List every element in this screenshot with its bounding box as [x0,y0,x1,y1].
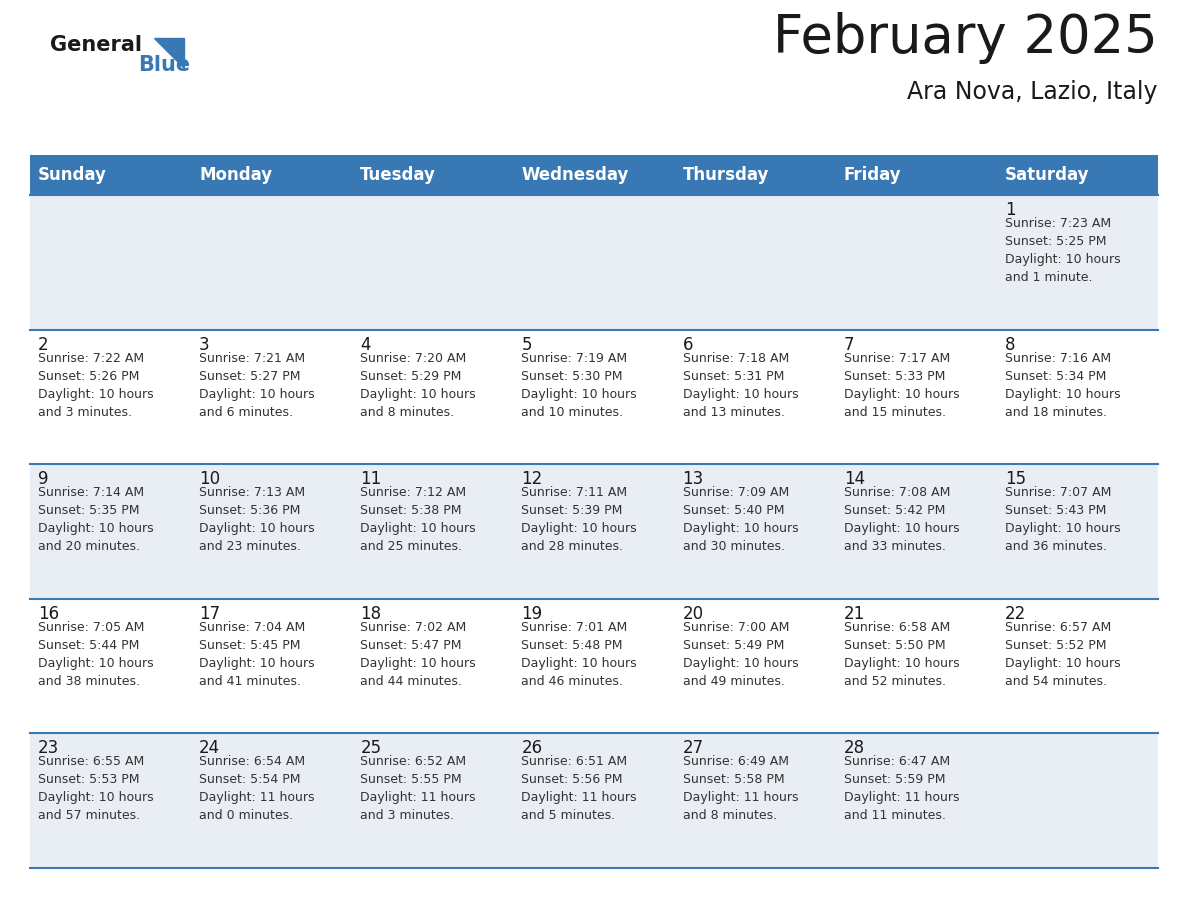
Text: 8: 8 [1005,336,1016,353]
Text: 13: 13 [683,470,703,488]
Text: Sunrise: 7:01 AM
Sunset: 5:48 PM
Daylight: 10 hours
and 46 minutes.: Sunrise: 7:01 AM Sunset: 5:48 PM Dayligh… [522,621,637,688]
Text: Sunrise: 7:18 AM
Sunset: 5:31 PM
Daylight: 10 hours
and 13 minutes.: Sunrise: 7:18 AM Sunset: 5:31 PM Dayligh… [683,352,798,419]
Text: 19: 19 [522,605,543,622]
Text: 18: 18 [360,605,381,622]
Text: Blue: Blue [138,55,190,75]
Text: Sunrise: 7:00 AM
Sunset: 5:49 PM
Daylight: 10 hours
and 49 minutes.: Sunrise: 7:00 AM Sunset: 5:49 PM Dayligh… [683,621,798,688]
Text: 26: 26 [522,739,543,757]
Text: 28: 28 [843,739,865,757]
Text: Sunday: Sunday [38,166,107,184]
Text: General: General [50,35,143,55]
Text: Sunrise: 7:14 AM
Sunset: 5:35 PM
Daylight: 10 hours
and 20 minutes.: Sunrise: 7:14 AM Sunset: 5:35 PM Dayligh… [38,487,153,554]
Text: 23: 23 [38,739,59,757]
Text: Friday: Friday [843,166,902,184]
Bar [30,465,1158,599]
Text: Thursday: Thursday [683,166,769,184]
Text: Sunrise: 7:21 AM
Sunset: 5:27 PM
Daylight: 10 hours
and 6 minutes.: Sunrise: 7:21 AM Sunset: 5:27 PM Dayligh… [200,352,315,419]
Text: Sunrise: 7:04 AM
Sunset: 5:45 PM
Daylight: 10 hours
and 41 minutes.: Sunrise: 7:04 AM Sunset: 5:45 PM Dayligh… [200,621,315,688]
Text: 9: 9 [38,470,49,488]
Text: Sunrise: 7:17 AM
Sunset: 5:33 PM
Daylight: 10 hours
and 15 minutes.: Sunrise: 7:17 AM Sunset: 5:33 PM Dayligh… [843,352,960,419]
Text: 17: 17 [200,605,220,622]
Text: Sunrise: 6:54 AM
Sunset: 5:54 PM
Daylight: 11 hours
and 0 minutes.: Sunrise: 6:54 AM Sunset: 5:54 PM Dayligh… [200,756,315,823]
Text: 21: 21 [843,605,865,622]
Text: 1: 1 [1005,201,1016,219]
Text: 12: 12 [522,470,543,488]
Text: Sunrise: 7:22 AM
Sunset: 5:26 PM
Daylight: 10 hours
and 3 minutes.: Sunrise: 7:22 AM Sunset: 5:26 PM Dayligh… [38,352,153,419]
Text: Sunrise: 7:16 AM
Sunset: 5:34 PM
Daylight: 10 hours
and 18 minutes.: Sunrise: 7:16 AM Sunset: 5:34 PM Dayligh… [1005,352,1120,419]
Text: Sunrise: 6:58 AM
Sunset: 5:50 PM
Daylight: 10 hours
and 52 minutes.: Sunrise: 6:58 AM Sunset: 5:50 PM Dayligh… [843,621,960,688]
Text: Sunrise: 7:08 AM
Sunset: 5:42 PM
Daylight: 10 hours
and 33 minutes.: Sunrise: 7:08 AM Sunset: 5:42 PM Dayligh… [843,487,960,554]
Text: Sunrise: 6:57 AM
Sunset: 5:52 PM
Daylight: 10 hours
and 54 minutes.: Sunrise: 6:57 AM Sunset: 5:52 PM Dayligh… [1005,621,1120,688]
Text: 14: 14 [843,470,865,488]
Bar [30,733,1158,868]
Text: Sunrise: 6:55 AM
Sunset: 5:53 PM
Daylight: 10 hours
and 57 minutes.: Sunrise: 6:55 AM Sunset: 5:53 PM Dayligh… [38,756,153,823]
Text: Sunrise: 7:19 AM
Sunset: 5:30 PM
Daylight: 10 hours
and 10 minutes.: Sunrise: 7:19 AM Sunset: 5:30 PM Dayligh… [522,352,637,419]
Text: Sunrise: 6:49 AM
Sunset: 5:58 PM
Daylight: 11 hours
and 8 minutes.: Sunrise: 6:49 AM Sunset: 5:58 PM Dayligh… [683,756,798,823]
Text: 7: 7 [843,336,854,353]
Text: 27: 27 [683,739,703,757]
Bar [30,599,1158,733]
Text: 25: 25 [360,739,381,757]
Bar [30,155,1158,195]
Text: Sunrise: 6:51 AM
Sunset: 5:56 PM
Daylight: 11 hours
and 5 minutes.: Sunrise: 6:51 AM Sunset: 5:56 PM Dayligh… [522,756,637,823]
Text: Sunrise: 7:12 AM
Sunset: 5:38 PM
Daylight: 10 hours
and 25 minutes.: Sunrise: 7:12 AM Sunset: 5:38 PM Dayligh… [360,487,476,554]
Polygon shape [154,38,184,68]
Text: Sunrise: 7:13 AM
Sunset: 5:36 PM
Daylight: 10 hours
and 23 minutes.: Sunrise: 7:13 AM Sunset: 5:36 PM Dayligh… [200,487,315,554]
Text: Sunrise: 7:09 AM
Sunset: 5:40 PM
Daylight: 10 hours
and 30 minutes.: Sunrise: 7:09 AM Sunset: 5:40 PM Dayligh… [683,487,798,554]
Text: Wednesday: Wednesday [522,166,628,184]
Text: Sunrise: 7:02 AM
Sunset: 5:47 PM
Daylight: 10 hours
and 44 minutes.: Sunrise: 7:02 AM Sunset: 5:47 PM Dayligh… [360,621,476,688]
Text: 24: 24 [200,739,220,757]
Text: Sunrise: 6:52 AM
Sunset: 5:55 PM
Daylight: 11 hours
and 3 minutes.: Sunrise: 6:52 AM Sunset: 5:55 PM Dayligh… [360,756,475,823]
Text: 4: 4 [360,336,371,353]
Text: 6: 6 [683,336,693,353]
Text: 10: 10 [200,470,220,488]
Bar [30,195,1158,330]
Text: 22: 22 [1005,605,1026,622]
Text: Sunrise: 6:47 AM
Sunset: 5:59 PM
Daylight: 11 hours
and 11 minutes.: Sunrise: 6:47 AM Sunset: 5:59 PM Dayligh… [843,756,959,823]
Text: Ara Nova, Lazio, Italy: Ara Nova, Lazio, Italy [908,80,1158,104]
Bar [30,330,1158,465]
Text: 20: 20 [683,605,703,622]
Text: Monday: Monday [200,166,272,184]
Text: Sunrise: 7:11 AM
Sunset: 5:39 PM
Daylight: 10 hours
and 28 minutes.: Sunrise: 7:11 AM Sunset: 5:39 PM Dayligh… [522,487,637,554]
Text: 15: 15 [1005,470,1026,488]
Text: Saturday: Saturday [1005,166,1089,184]
Text: 5: 5 [522,336,532,353]
Text: 11: 11 [360,470,381,488]
Text: Sunrise: 7:23 AM
Sunset: 5:25 PM
Daylight: 10 hours
and 1 minute.: Sunrise: 7:23 AM Sunset: 5:25 PM Dayligh… [1005,217,1120,284]
Text: Tuesday: Tuesday [360,166,436,184]
Text: 2: 2 [38,336,49,353]
Text: 3: 3 [200,336,210,353]
Text: 16: 16 [38,605,59,622]
Text: Sunrise: 7:07 AM
Sunset: 5:43 PM
Daylight: 10 hours
and 36 minutes.: Sunrise: 7:07 AM Sunset: 5:43 PM Dayligh… [1005,487,1120,554]
Text: February 2025: February 2025 [773,12,1158,64]
Text: Sunrise: 7:05 AM
Sunset: 5:44 PM
Daylight: 10 hours
and 38 minutes.: Sunrise: 7:05 AM Sunset: 5:44 PM Dayligh… [38,621,153,688]
Text: Sunrise: 7:20 AM
Sunset: 5:29 PM
Daylight: 10 hours
and 8 minutes.: Sunrise: 7:20 AM Sunset: 5:29 PM Dayligh… [360,352,476,419]
